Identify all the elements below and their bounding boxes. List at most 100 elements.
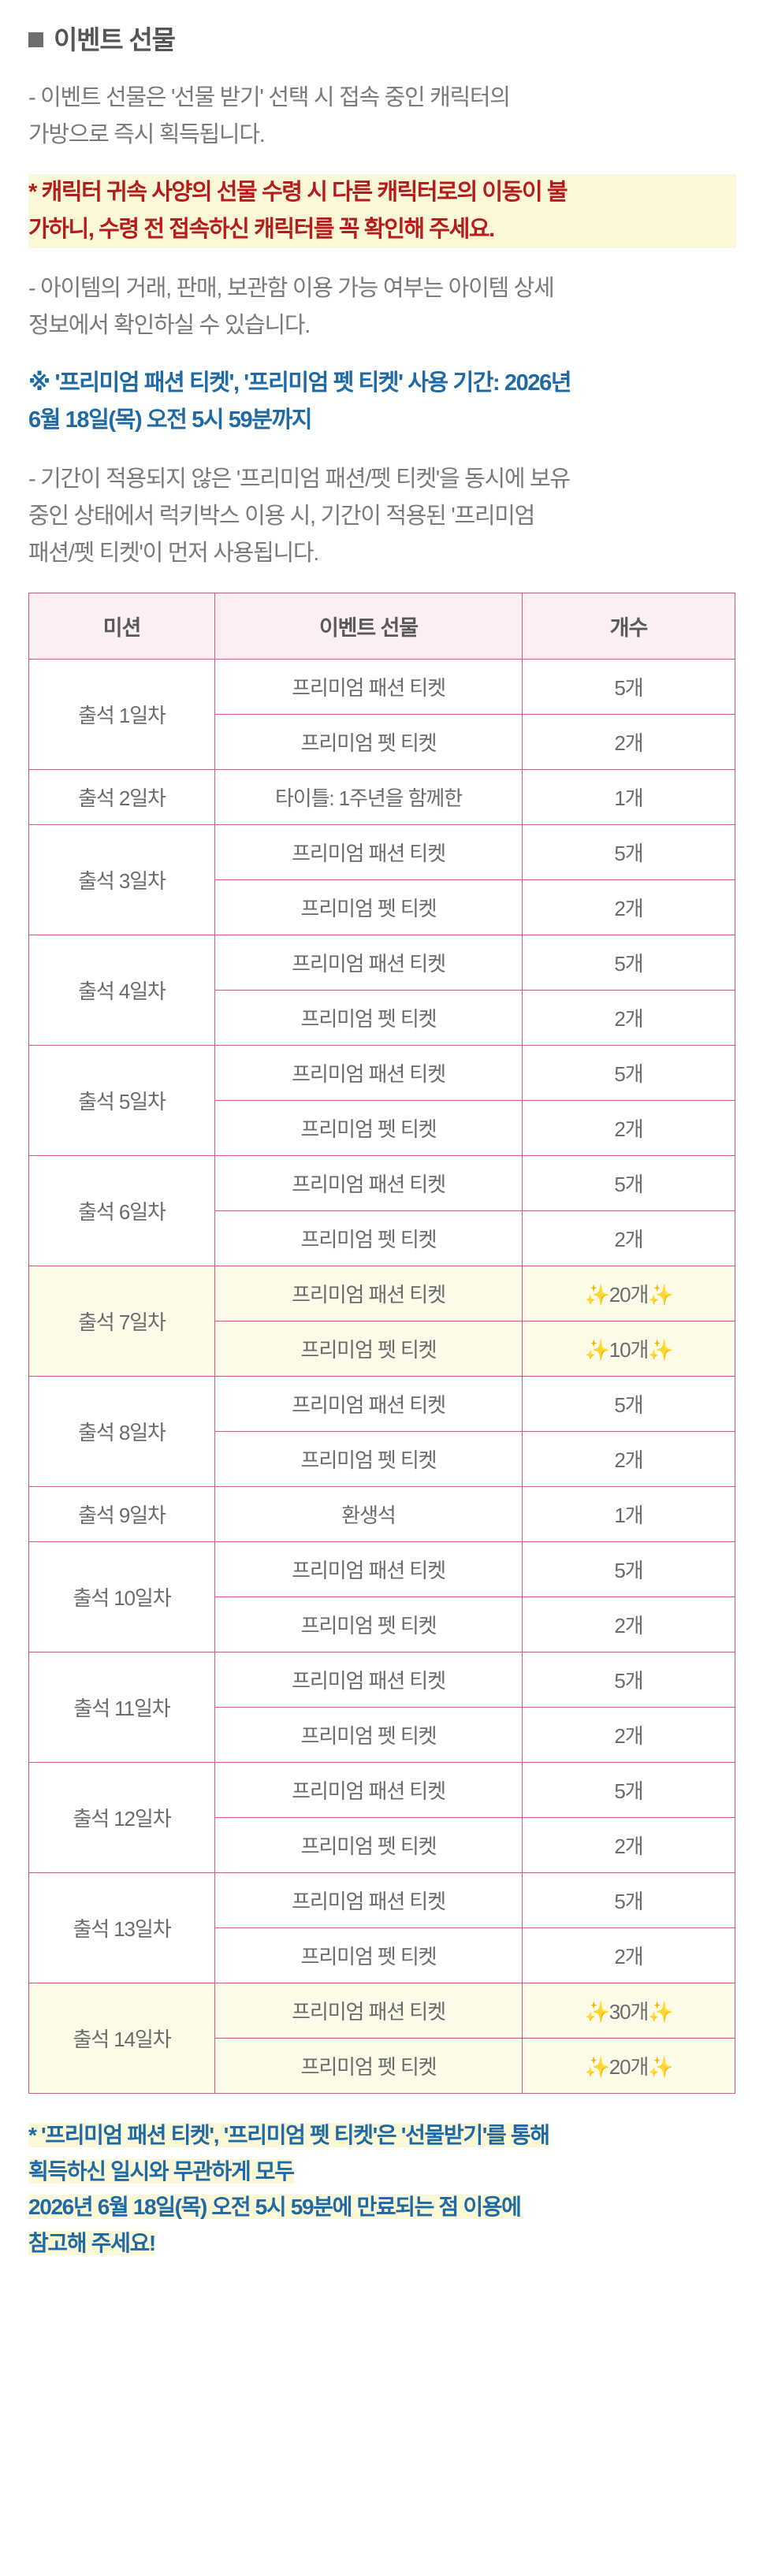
- table-row: 프리미엄 펫 티켓 2개: [29, 1706, 735, 1763]
- warning-paragraph: * 캐릭터 귀속 사양의 선물 수령 시 다른 캐릭터로의 이동이 불 가하니,…: [28, 173, 736, 248]
- table-row: 프리미엄 펫 티켓 ✨20개✨: [29, 2037, 735, 2094]
- luckybox-line-3: 패션/펫 티켓'이 먼저 사용됩니다.: [28, 540, 319, 566]
- cell-count: 5개: [522, 1375, 735, 1432]
- table-row: 출석 1일차 프리미엄 패션 티켓 5개: [28, 658, 735, 770]
- cell-gift: 프리미엄 패션 티켓: [214, 1982, 523, 2039]
- table-row: 출석 6일차 프리미엄 패션 티켓 5개: [28, 1154, 735, 1266]
- cell-count: 2개: [522, 1816, 735, 1873]
- filled-square-icon: [28, 32, 43, 47]
- table-row: 출석 12일차 프리미엄 패션 티켓 5개: [28, 1761, 735, 1873]
- cell-mission: 출석 8일차: [28, 1375, 215, 1487]
- cell-gift: 프리미엄 패션 티켓: [214, 658, 523, 715]
- cell-gift: 환생석: [214, 1485, 523, 1542]
- cell-count: 2개: [522, 713, 735, 770]
- cell-count: 5개: [522, 658, 735, 715]
- footer-line-3: 2026년 6월 18일(목) 오전 5시 59분에 만료되는 점 이용에: [28, 2195, 522, 2220]
- cell-gift: 프리미엄 펫 티켓: [214, 2037, 523, 2094]
- cell-mission: 출석 14일차: [28, 1982, 215, 2094]
- table-row: 출석 9일차 환생석 1개: [28, 1485, 735, 1542]
- cell-count: ✨10개✨: [522, 1320, 735, 1377]
- cell-count: 1개: [522, 768, 735, 825]
- cell-gift: 프리미엄 패션 티켓: [214, 1761, 523, 1818]
- cell-mission: 출석 9일차: [28, 1485, 215, 1542]
- cell-count: 2개: [522, 1210, 735, 1266]
- column-header-mission: 미션: [28, 592, 215, 660]
- cell-gift: 프리미엄 펫 티켓: [214, 879, 523, 935]
- cell-mission: 출석 5일차: [28, 1044, 215, 1156]
- cell-mission: 출석 10일차: [28, 1541, 215, 1652]
- footer-line-4: 참고해 주세요!: [28, 2231, 156, 2256]
- cell-mission: 출석 2일차: [28, 768, 215, 825]
- cell-gift: 프리미엄 패션 티켓: [214, 934, 523, 991]
- table-row: 프리미엄 펫 티켓 2개: [29, 1210, 735, 1266]
- cell-count: 2개: [522, 989, 735, 1046]
- column-header-gift: 이벤트 선물: [214, 592, 523, 660]
- warning-line-1: * 캐릭터 귀속 사양의 선물 수령 시 다른 캐릭터로의 이동이 불: [28, 173, 736, 211]
- cell-gift: 프리미엄 패션 티켓: [214, 1872, 523, 1928]
- luckybox-line-1: - 기간이 적용되지 않은 '프리미엄 패션/펫 티켓'을 동시에 보유: [28, 466, 571, 492]
- table-body: 출석 1일차 프리미엄 패션 티켓 5개 프리미엄 펫 티켓 2개 출석 2일차 타이틀: …: [28, 658, 735, 2094]
- table-row: 출석 8일차 프리미엄 패션 티켓 5개: [28, 1375, 735, 1487]
- cell-mission: 출석 13일차: [28, 1872, 215, 1983]
- table-row: 프리미엄 펫 티켓 2개: [29, 713, 735, 770]
- cell-gift: 프리미엄 패션 티켓: [214, 1154, 523, 1211]
- attendance-reward-table: 미션 이벤트 선물 개수 출석 1일차 프리미엄 패션 티켓 5개 프리미엄 펫 티켓…: [28, 592, 735, 2094]
- cell-mission: 출석 1일차: [28, 658, 215, 770]
- cell-gift: 프리미엄 펫 티켓: [214, 1927, 523, 1983]
- cell-mission: 출석 11일차: [28, 1651, 215, 1763]
- cell-count: 2개: [522, 1430, 735, 1487]
- cell-gift: 프리미엄 펫 티켓: [214, 1816, 523, 1873]
- cell-gift: 프리미엄 펫 티켓: [214, 989, 523, 1046]
- cell-count: 5개: [522, 1044, 735, 1101]
- page-title: 이벤트 선물: [28, 27, 736, 53]
- table-row: 출석 4일차 프리미엄 패션 티켓 5개: [28, 934, 735, 1046]
- cell-count: 5개: [522, 1154, 735, 1211]
- cell-count: 2개: [522, 1099, 735, 1156]
- table-row: 출석 10일차 프리미엄 패션 티켓 5개: [28, 1541, 735, 1652]
- item-info-paragraph: - 아이템의 거래, 판매, 보관함 이용 가능 여부는 아이템 상세 정보에서…: [28, 270, 736, 344]
- table-row: 출석 13일차 프리미엄 패션 티켓 5개: [28, 1872, 735, 1983]
- cell-gift: 프리미엄 펫 티켓: [214, 1099, 523, 1156]
- table-row: 출석 14일차 프리미엄 패션 티켓 ✨30개✨: [28, 1982, 735, 2094]
- heading-label: 이벤트 선물: [54, 25, 176, 54]
- cell-count: 5개: [522, 1541, 735, 1597]
- cell-gift: 프리미엄 패션 티켓: [214, 1265, 523, 1321]
- cell-gift: 프리미엄 패션 티켓: [214, 823, 523, 880]
- footer-line-2: 획득하신 일시와 무관하게 모두: [28, 2158, 295, 2184]
- intro-paragraph: - 이벤트 선물은 '선물 받기' 선택 시 접속 중인 캐릭터의 가방으로 즉…: [28, 80, 736, 154]
- cell-count: ✨20개✨: [522, 2037, 735, 2094]
- footer-line-1: * '프리미엄 패션 티켓', '프리미엄 펫 티켓'은 '선물받기'를 통해: [28, 2122, 550, 2147]
- intro-line-2: 가방으로 즉시 획득됩니다.: [28, 121, 266, 147]
- cell-mission: 출석 7일차: [28, 1265, 215, 1377]
- usage-period-paragraph: ※ '프리미엄 패션 티켓', '프리미엄 펫 티켓' 사용 기간: 2026년…: [28, 365, 736, 439]
- cell-count: 5개: [522, 1761, 735, 1818]
- cell-gift: 프리미엄 패션 티켓: [214, 1375, 523, 1432]
- cell-count: 2개: [522, 879, 735, 935]
- cell-gift: 프리미엄 패션 티켓: [214, 1541, 523, 1597]
- cell-count: 5개: [522, 823, 735, 880]
- table-row: 프리미엄 펫 티켓 2개: [29, 1927, 735, 1983]
- period-line-1: ※ '프리미엄 패션 티켓', '프리미엄 펫 티켓' 사용 기간: 2026년: [28, 370, 572, 396]
- cell-gift: 타이틀: 1주년을 함께한: [214, 768, 523, 825]
- cell-mission: 출석 6일차: [28, 1154, 215, 1266]
- item-info-line-1: - 아이템의 거래, 판매, 보관함 이용 가능 여부는 아이템 상세: [28, 275, 555, 301]
- column-header-count: 개수: [522, 592, 735, 660]
- luckybox-paragraph: - 기간이 적용되지 않은 '프리미엄 패션/펫 티켓'을 동시에 보유 중인 …: [28, 461, 736, 572]
- cell-gift: 프리미엄 펫 티켓: [214, 1706, 523, 1763]
- cell-gift: 프리미엄 패션 티켓: [214, 1651, 523, 1708]
- table-row: 출석 7일차 프리미엄 패션 티켓 ✨20개✨: [28, 1265, 735, 1377]
- cell-mission: 출석 4일차: [28, 934, 215, 1046]
- table-row: 출석 3일차 프리미엄 패션 티켓 5개: [28, 823, 735, 935]
- cell-gift: 프리미엄 패션 티켓: [214, 1044, 523, 1101]
- cell-count: 5개: [522, 1651, 735, 1708]
- cell-gift: 프리미엄 펫 티켓: [214, 1430, 523, 1487]
- cell-gift: 프리미엄 펫 티켓: [214, 1596, 523, 1652]
- table-row: 프리미엄 펫 티켓 2개: [29, 1596, 735, 1652]
- table-row: 프리미엄 펫 티켓 ✨10개✨: [29, 1320, 735, 1377]
- cell-mission: 출석 3일차: [28, 823, 215, 935]
- cell-gift: 프리미엄 펫 티켓: [214, 713, 523, 770]
- cell-count: 2개: [522, 1927, 735, 1983]
- event-notice-page: 이벤트 선물 - 이벤트 선물은 '선물 받기' 선택 시 접속 중인 캐릭터의…: [28, 27, 736, 2256]
- cell-count: 2개: [522, 1596, 735, 1652]
- table-header: 미션 이벤트 선물 개수: [28, 592, 735, 660]
